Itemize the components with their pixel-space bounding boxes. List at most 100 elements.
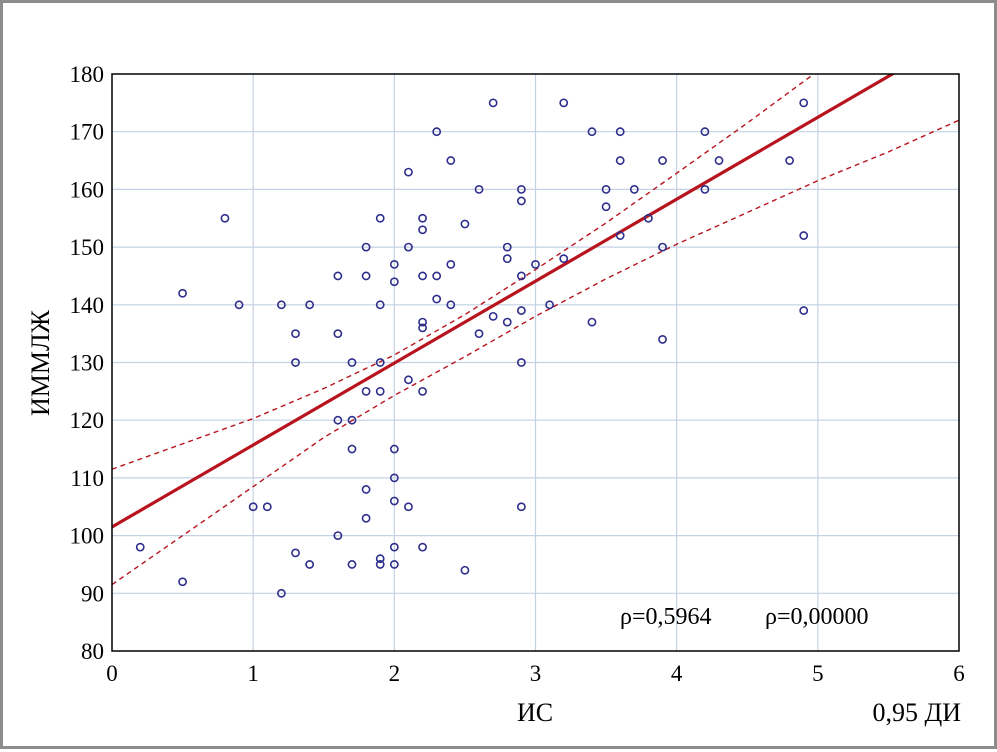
regression-layer	[112, 74, 896, 529]
data-point	[516, 358, 526, 367]
data-point	[404, 242, 413, 252]
data-point	[587, 127, 597, 137]
data-point	[361, 242, 371, 252]
data-point	[559, 254, 569, 264]
data-point	[516, 306, 526, 315]
confidence-band	[112, 74, 959, 586]
data-point	[333, 531, 343, 540]
data-point	[361, 386, 371, 396]
x-tick-label: 1	[247, 661, 259, 686]
data-point	[361, 485, 371, 494]
regression-line	[112, 74, 896, 529]
data-point	[305, 560, 315, 569]
data-point	[502, 254, 512, 264]
y-tick-label: 90	[81, 581, 104, 606]
data-point	[516, 271, 526, 281]
y-axis-title: ИММЛЖ	[26, 309, 55, 416]
data-point	[418, 271, 427, 281]
data-point	[559, 98, 569, 108]
data-point	[644, 213, 653, 223]
p-value-annotation: ρ=0,00000	[765, 604, 869, 630]
confidence-band-label: 0,95 ДИ	[872, 698, 961, 727]
data-point	[629, 184, 639, 194]
data-point	[446, 300, 456, 310]
data-point	[333, 329, 343, 339]
data-point	[262, 502, 272, 512]
data-point	[404, 167, 413, 177]
data-point	[135, 542, 145, 552]
data-point	[418, 542, 427, 552]
x-tick-label: 5	[812, 661, 824, 686]
rho-annotation: ρ=0,5964	[620, 604, 712, 630]
data-point	[531, 260, 540, 269]
data-point	[404, 375, 413, 385]
data-point	[375, 554, 385, 564]
x-tick-label: 3	[530, 661, 542, 686]
data-point	[799, 98, 809, 108]
data-point	[389, 444, 399, 454]
data-point	[474, 184, 484, 194]
data-point	[545, 300, 555, 310]
data-point	[361, 271, 371, 281]
data-point	[799, 306, 809, 315]
data-point	[291, 358, 300, 367]
x-tick-label: 0	[106, 661, 118, 686]
x-axis-title: ИС	[517, 698, 553, 727]
data-point	[799, 231, 809, 240]
y-tick-label: 80	[81, 639, 104, 664]
data-point	[516, 502, 526, 512]
data-point	[375, 300, 385, 310]
data-point	[432, 127, 442, 137]
x-tick-label: 2	[389, 661, 401, 686]
data-point	[389, 560, 399, 569]
data-point	[389, 496, 399, 506]
data-point	[474, 329, 484, 339]
data-point	[714, 156, 724, 165]
data-point	[347, 415, 357, 425]
data-point	[700, 184, 710, 194]
data-point	[347, 358, 357, 367]
data-point	[404, 502, 413, 512]
x-tick-label: 4	[671, 661, 683, 686]
data-point	[460, 565, 470, 575]
data-point	[601, 202, 611, 212]
tick-labels: 0 1 2 3 4 5 6 80 90 100 110 120 130 140 150 160 170 180	[70, 62, 965, 686]
data-point	[234, 300, 244, 310]
data-point	[389, 473, 399, 483]
data-point	[502, 317, 512, 327]
data-point	[333, 415, 343, 425]
data-point	[178, 288, 187, 298]
data-point	[220, 213, 230, 223]
ci-lower-line	[112, 119, 959, 586]
y-tick-label: 100	[70, 524, 105, 549]
data-point	[502, 242, 512, 252]
y-tick-label: 170	[70, 120, 105, 145]
data-point	[276, 300, 286, 310]
data-point	[418, 225, 427, 235]
data-point	[615, 127, 625, 137]
x-tick-label: 6	[953, 661, 965, 686]
data-point	[347, 444, 357, 454]
data-point	[615, 156, 625, 165]
data-point	[178, 577, 187, 587]
data-point	[375, 213, 385, 223]
data-point	[375, 560, 385, 569]
data-point	[587, 317, 597, 327]
grid	[112, 74, 959, 651]
y-tick-label: 180	[70, 62, 105, 87]
data-point	[488, 98, 498, 108]
data-point	[291, 548, 300, 558]
scatter-chart: 0 1 2 3 4 5 6 80 90 100 110 120 130 140 150 160 170 180 И…	[26, 62, 965, 727]
data-point	[432, 294, 442, 304]
y-tick-label: 140	[70, 293, 105, 318]
data-points	[135, 98, 809, 598]
y-tick-label: 160	[70, 177, 105, 202]
data-point	[375, 386, 385, 396]
data-point	[418, 317, 427, 327]
data-point	[305, 300, 315, 310]
data-point	[658, 156, 667, 165]
data-point	[516, 196, 526, 206]
data-point	[291, 329, 300, 339]
data-point	[389, 260, 399, 269]
data-point	[460, 219, 470, 229]
